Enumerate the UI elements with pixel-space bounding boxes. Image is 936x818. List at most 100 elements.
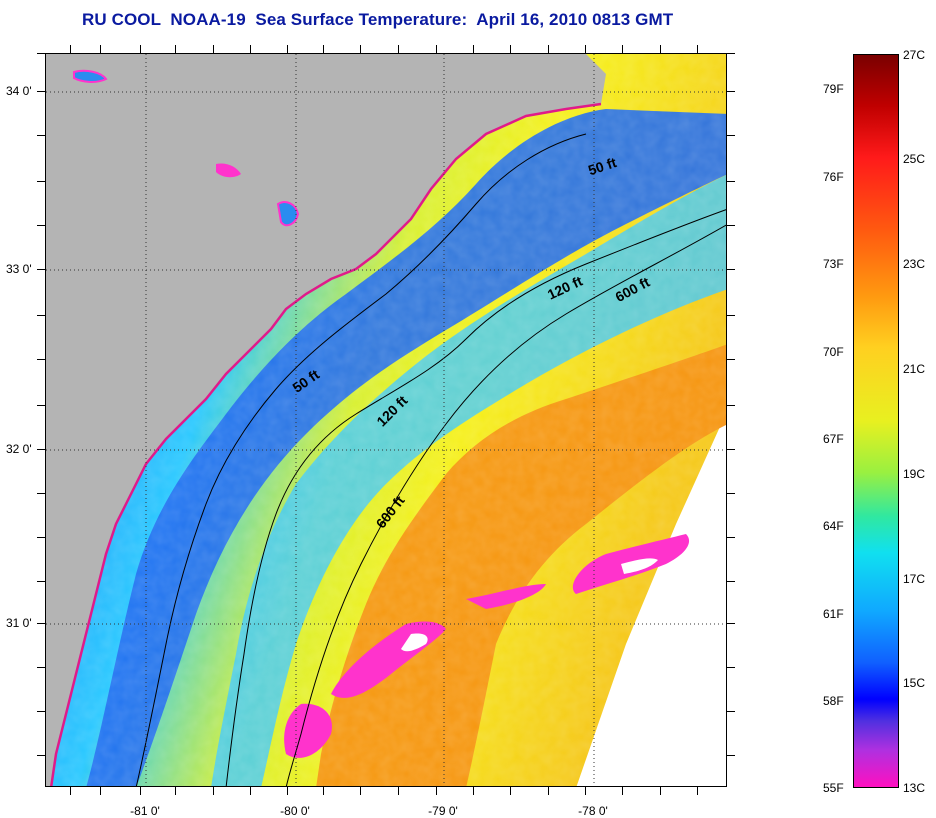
axis-tick bbox=[37, 755, 45, 756]
axis-tick bbox=[360, 787, 361, 795]
axis-tick bbox=[622, 787, 623, 795]
axis-tick bbox=[287, 787, 288, 795]
axis-tick bbox=[585, 787, 586, 795]
axis-tick bbox=[697, 787, 698, 795]
axis-tick bbox=[37, 623, 45, 624]
land-mass bbox=[46, 54, 606, 786]
axis-tick bbox=[140, 787, 141, 795]
lon-label: -81 0' bbox=[130, 804, 160, 818]
sst-map-canvas: 50 ft 50 ft 120 ft 120 ft 600 ft 600 ft bbox=[46, 54, 726, 786]
axis-tick bbox=[37, 581, 45, 582]
axis-tick bbox=[436, 787, 437, 795]
lat-lon-grid bbox=[46, 54, 726, 786]
cloud-patches bbox=[284, 534, 690, 758]
map-title: RU COOL NOAA-19 Sea Surface Temperature:… bbox=[82, 10, 674, 29]
axis-tick bbox=[510, 787, 511, 795]
isobath-50ft bbox=[135, 133, 587, 786]
sst-map: 50 ft 50 ft 120 ft 120 ft 600 ft 600 ft bbox=[45, 53, 727, 787]
axis-tick bbox=[323, 45, 324, 53]
axis-tick bbox=[175, 787, 176, 795]
legend-fahrenheit-label: 79F bbox=[823, 82, 844, 96]
lake-patch bbox=[73, 69, 108, 83]
axis-tick bbox=[727, 315, 735, 316]
axis-tick bbox=[213, 45, 214, 53]
axis-tick bbox=[37, 269, 45, 270]
legend-fahrenheit-label: 64F bbox=[823, 519, 844, 533]
legend-celsius-label: 27C bbox=[903, 48, 926, 62]
axis-tick bbox=[727, 581, 735, 582]
axis-tick bbox=[727, 91, 735, 92]
legend-celsius-label: 23C bbox=[903, 257, 926, 271]
axis-tick bbox=[70, 787, 71, 795]
axis-tick bbox=[727, 755, 735, 756]
legend-fahrenheit-label: 61F bbox=[823, 607, 844, 621]
axis-tick bbox=[37, 537, 45, 538]
isobath-600ft bbox=[285, 224, 726, 786]
axis-tick bbox=[37, 91, 45, 92]
axis-tick bbox=[510, 45, 511, 53]
axis-tick bbox=[37, 711, 45, 712]
axis-tick bbox=[37, 135, 45, 136]
axis-tick bbox=[727, 181, 735, 182]
axis-tick bbox=[37, 225, 45, 226]
axis-tick bbox=[727, 449, 735, 450]
legend-fahrenheit-label: 70F bbox=[823, 345, 844, 359]
lat-label: 31 0' bbox=[6, 616, 32, 630]
lake-patch bbox=[276, 201, 300, 227]
legend-fahrenheit-label: 58F bbox=[823, 694, 844, 708]
axis-tick bbox=[100, 787, 101, 795]
axis-tick bbox=[37, 405, 45, 406]
axis-tick bbox=[37, 181, 45, 182]
lon-label: -80 0' bbox=[280, 804, 310, 818]
axis-tick bbox=[727, 667, 735, 668]
axis-tick bbox=[436, 45, 437, 53]
legend-fahrenheit-label: 76F bbox=[823, 170, 844, 184]
axis-tick bbox=[727, 135, 735, 136]
axis-tick bbox=[727, 711, 735, 712]
axis-tick bbox=[727, 53, 735, 54]
axis-tick bbox=[323, 787, 324, 795]
axis-tick bbox=[398, 787, 399, 795]
axis-tick bbox=[473, 787, 474, 795]
axis-tick bbox=[727, 537, 735, 538]
axis-tick bbox=[37, 493, 45, 494]
axis-tick bbox=[175, 45, 176, 53]
axis-tick bbox=[727, 623, 735, 624]
axis-tick bbox=[250, 787, 251, 795]
legend-celsius-label: 17C bbox=[903, 572, 926, 586]
axis-tick bbox=[727, 405, 735, 406]
legend-fahrenheit-label: 55F bbox=[823, 781, 844, 795]
isobath-contours bbox=[135, 133, 726, 786]
axis-tick bbox=[37, 53, 45, 54]
axis-tick bbox=[727, 225, 735, 226]
isobath-120ft bbox=[225, 209, 726, 786]
coastline bbox=[50, 102, 602, 786]
axis-tick bbox=[398, 45, 399, 53]
axis-tick bbox=[660, 45, 661, 53]
lon-label: -78 0' bbox=[578, 804, 608, 818]
axis-tick bbox=[697, 45, 698, 53]
axis-tick bbox=[473, 45, 474, 53]
lat-label: 33 0' bbox=[6, 262, 32, 276]
axis-tick bbox=[360, 45, 361, 53]
legend-fahrenheit-label: 67F bbox=[823, 432, 844, 446]
axis-tick bbox=[250, 45, 251, 53]
axis-tick bbox=[287, 45, 288, 53]
axis-tick bbox=[548, 787, 549, 795]
axis-tick bbox=[660, 787, 661, 795]
axis-tick bbox=[727, 359, 735, 360]
axis-tick bbox=[37, 449, 45, 450]
legend-celsius-label: 13C bbox=[903, 781, 926, 795]
axis-tick bbox=[727, 269, 735, 270]
legend-fahrenheit-label: 73F bbox=[823, 257, 844, 271]
axis-tick bbox=[213, 787, 214, 795]
axis-tick bbox=[548, 45, 549, 53]
axis-tick bbox=[37, 315, 45, 316]
axis-tick bbox=[585, 45, 586, 53]
lat-label: 34 0' bbox=[6, 84, 32, 98]
axis-tick bbox=[70, 45, 71, 53]
lat-label: 32 0' bbox=[6, 442, 32, 456]
legend-celsius-label: 21C bbox=[903, 362, 926, 376]
legend-celsius-label: 25C bbox=[903, 152, 926, 166]
axis-tick bbox=[622, 45, 623, 53]
